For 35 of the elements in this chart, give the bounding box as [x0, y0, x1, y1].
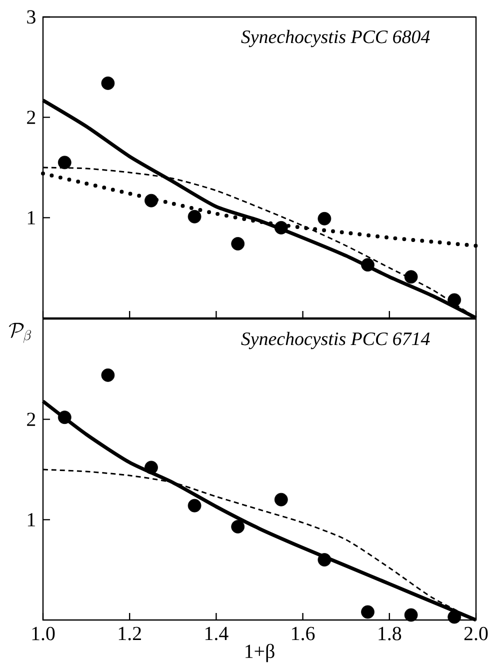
text: Synechocystis PCC 6804: [241, 30, 430, 48]
point: [231, 237, 245, 250]
point: [361, 258, 374, 272]
y-tick-label: 2: [27, 412, 36, 426]
x-tick-label: 2.0: [464, 626, 488, 640]
y-tick-label: 1: [28, 211, 35, 224]
point: [448, 293, 462, 307]
point: [58, 410, 72, 424]
point: [144, 194, 158, 208]
x-tick-label: 1.0: [32, 626, 55, 640]
point: [144, 460, 158, 474]
text: Synechocystis PCC 6714: [241, 332, 430, 350]
y-axis-title: $\mathcal{P}_{\beta}$: [9, 322, 32, 343]
point: [404, 608, 418, 622]
point: [58, 156, 72, 170]
point: [448, 610, 462, 624]
y-tick-label: 1: [28, 513, 35, 526]
point: [188, 498, 202, 512]
point: [318, 212, 332, 226]
y-tick-label: 2: [27, 110, 36, 124]
point: [101, 368, 115, 382]
x-tick-label: 1.4: [206, 626, 228, 640]
x-axis-title: 1+β: [246, 644, 274, 662]
point: [188, 210, 202, 224]
y-tick-label: 3: [27, 10, 36, 24]
x-tick-label: 1.8: [378, 626, 402, 640]
point: [231, 520, 245, 534]
point: [274, 492, 288, 506]
point: [318, 553, 332, 566]
point: [101, 76, 115, 90]
point: [274, 220, 288, 234]
x-tick-label: 1.6: [292, 626, 315, 640]
x-tick-label: 1.2: [118, 626, 141, 640]
point: [404, 270, 418, 284]
point: [361, 605, 374, 619]
